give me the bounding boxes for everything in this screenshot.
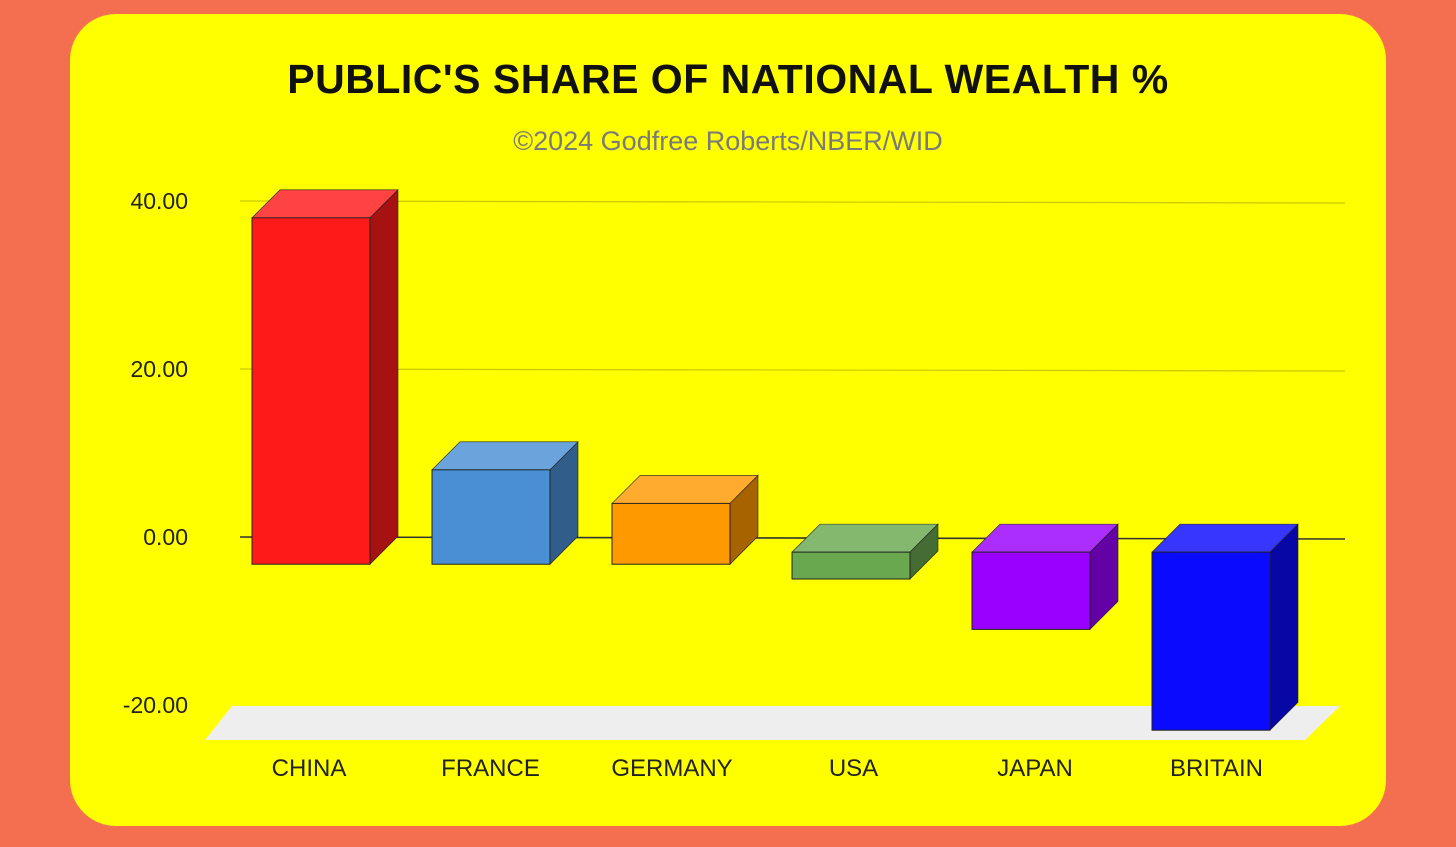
zero-axis-line xyxy=(239,536,1346,540)
gridline xyxy=(239,368,1346,372)
x-tick-label: CHINA xyxy=(272,755,347,782)
bar-japan xyxy=(971,551,1091,630)
x-tick-label: FRANCE xyxy=(441,755,540,782)
bar-germany xyxy=(611,502,731,565)
y-tick-label: 20.00 xyxy=(130,356,188,382)
gridline xyxy=(239,200,1346,204)
bar-france xyxy=(431,469,551,565)
x-tick-label: GERMANY xyxy=(611,755,732,782)
chart-subtitle: ©2024 Godfree Roberts/NBER/WID xyxy=(513,126,943,156)
bar-china xyxy=(251,217,371,565)
chart-title: PUBLIC'S SHARE OF NATIONAL WEALTH % xyxy=(287,56,1169,102)
bar-side-china xyxy=(369,189,399,565)
x-tick-label: JAPAN xyxy=(997,755,1073,782)
bar-britain xyxy=(1151,551,1271,731)
x-tick-label: BRITAIN xyxy=(1170,755,1263,782)
bar-side-britain xyxy=(1269,523,1299,731)
y-tick-label: 40.00 xyxy=(130,188,188,214)
bar-usa xyxy=(791,551,911,580)
x-tick-label: USA xyxy=(829,755,878,782)
y-tick-label: -20.00 xyxy=(123,692,188,718)
chart-floor xyxy=(205,706,1340,740)
y-tick-label: 0.00 xyxy=(143,524,188,550)
